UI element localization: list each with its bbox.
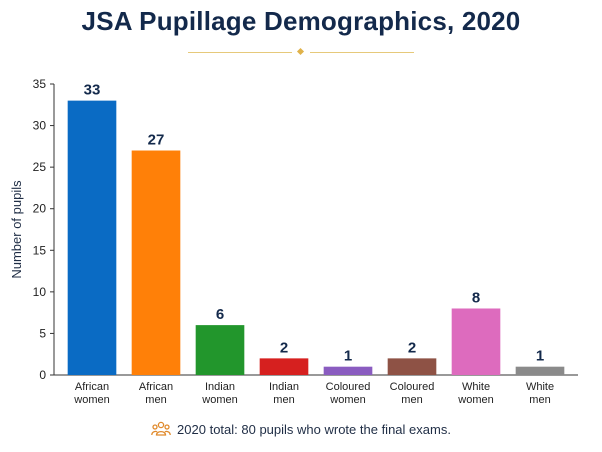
y-tick-label: 15 (33, 243, 47, 257)
bar (323, 366, 373, 375)
people-group-icon (151, 421, 171, 436)
y-tick-label: 20 (33, 202, 47, 216)
bar (451, 308, 501, 375)
bar (195, 325, 245, 375)
bar-value-label: 2 (408, 339, 416, 356)
bar (131, 150, 181, 375)
x-tick-label: Coloured (326, 381, 371, 393)
chart-title: JSA Pupillage Demographics, 2020 (81, 6, 521, 36)
x-tick-label: African (75, 381, 109, 393)
footer-text: 2020 total: 80 pupils who wrote the fina… (177, 422, 451, 437)
x-tick-label: men (529, 394, 550, 406)
y-tick-label: 25 (33, 160, 47, 174)
x-tick-label: Indian (269, 381, 299, 393)
y-tick-label: 30 (33, 119, 47, 133)
bar (387, 358, 437, 375)
bar (259, 358, 309, 375)
bar-value-label: 33 (84, 82, 101, 99)
y-tick-label: 0 (39, 368, 46, 382)
x-tick-label: Coloured (390, 381, 435, 393)
x-tick-label: men (401, 394, 422, 406)
x-tick-label: Indian (205, 381, 235, 393)
y-tick-label: 10 (33, 285, 47, 299)
bar-value-label: 6 (216, 306, 224, 323)
x-tick-label: women (329, 394, 365, 406)
bar-value-label: 1 (344, 348, 352, 365)
bar-value-label: 27 (148, 132, 165, 149)
bar-value-label: 2 (280, 339, 288, 356)
y-axis-label: Number of pupils (9, 180, 24, 279)
x-tick-label: African (139, 381, 173, 393)
x-tick-label: men (145, 394, 166, 406)
y-tick-label: 35 (33, 77, 47, 91)
x-tick-label: White (462, 381, 490, 393)
bar (67, 100, 117, 375)
title-divider (188, 47, 414, 56)
x-tick-label: women (457, 394, 493, 406)
y-tick-label: 5 (39, 326, 46, 340)
bar-value-label: 1 (536, 348, 544, 365)
bar-value-label: 8 (472, 289, 480, 306)
x-tick-label: women (201, 394, 237, 406)
bar (515, 366, 565, 375)
x-tick-label: women (73, 394, 109, 406)
x-tick-label: men (273, 394, 294, 406)
chart-footer: 2020 total: 80 pupils who wrote the fina… (0, 421, 602, 437)
x-tick-label: White (526, 381, 554, 393)
